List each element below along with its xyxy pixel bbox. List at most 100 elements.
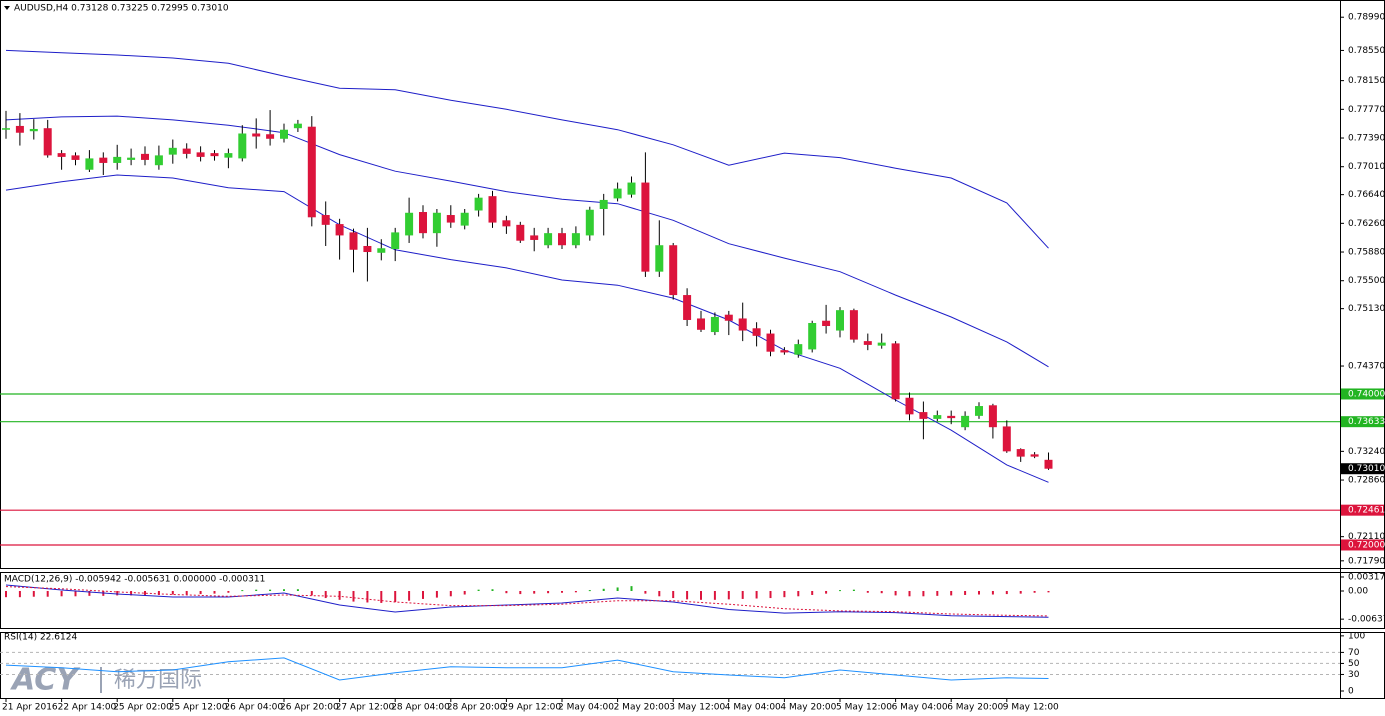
candle-body xyxy=(849,310,858,340)
x-tick-label: 27 Apr 12:00 xyxy=(336,703,395,713)
macd-histogram-bar xyxy=(658,590,661,597)
macd-histogram-bar xyxy=(922,590,925,597)
candle-body xyxy=(502,220,511,227)
bollinger-band xyxy=(5,115,1049,368)
x-tick-label: 2 May 20:00 xyxy=(614,703,670,713)
rsi-line xyxy=(5,657,1049,681)
macd-histogram-bar xyxy=(574,590,577,593)
candle-body xyxy=(822,320,831,327)
macd-histogram-bar xyxy=(338,590,341,600)
candle-body xyxy=(71,155,80,160)
candle-body xyxy=(43,128,52,156)
macd-histogram-bar xyxy=(157,590,160,595)
y-tick-label: 0.72110 xyxy=(1348,532,1385,542)
y-tick-label: 0.77770 xyxy=(1348,105,1385,115)
macd-histogram-bar xyxy=(18,590,21,598)
candle-body xyxy=(766,333,775,352)
y-tick-label: 0.78550 xyxy=(1348,46,1385,56)
macd-histogram-bar xyxy=(894,590,897,596)
macd-histogram-bar xyxy=(1005,590,1008,595)
candle-body xyxy=(293,123,302,129)
watermark-divider xyxy=(100,667,102,693)
macd-histogram-bar xyxy=(908,590,911,597)
macd-histogram-bar xyxy=(296,589,299,591)
macd-histogram-bar xyxy=(588,590,591,592)
macd-histogram-bar xyxy=(672,590,675,599)
candle-body xyxy=(2,128,10,130)
macd-histogram-bar xyxy=(769,590,772,599)
macd-histogram-bar xyxy=(380,590,383,603)
candle-body xyxy=(836,310,844,331)
macd-histogram-bar xyxy=(130,590,133,596)
x-tick-label: 26 Apr 04:00 xyxy=(224,703,283,713)
y-tick-label: 100 xyxy=(1348,631,1365,641)
macd-histogram-bar xyxy=(505,590,508,594)
candle-body xyxy=(127,157,136,160)
macd-histogram-bar xyxy=(5,590,7,598)
x-tick-label: 5 May 12:00 xyxy=(836,703,892,713)
y-tick-label: -0.006376 xyxy=(1348,615,1385,625)
y-tick-label: 0.78990 xyxy=(1348,13,1385,23)
y-tick-label: 0.76260 xyxy=(1348,219,1385,229)
candle-body xyxy=(1002,426,1011,452)
macd-histogram-bar xyxy=(310,590,313,596)
watermark-brand: ACY xyxy=(10,663,81,698)
y-tick-label: 0.73240 xyxy=(1348,447,1385,457)
y-tick-label: 0.71790 xyxy=(1348,556,1385,566)
candle-body xyxy=(710,316,719,333)
macd-histogram-bar xyxy=(978,590,980,595)
price-level-box xyxy=(1341,504,1384,516)
macd-histogram-bar xyxy=(547,590,550,594)
macd-histogram-bar xyxy=(866,590,869,593)
macd-histogram-bar xyxy=(255,589,258,591)
macd-histogram-bar xyxy=(783,590,786,598)
candle-body xyxy=(252,133,261,137)
candle-body xyxy=(571,233,580,246)
candle-body xyxy=(391,232,400,250)
price-level-label: 0.72461 xyxy=(1348,506,1385,516)
candle-body xyxy=(99,157,108,163)
candle-body xyxy=(863,341,872,345)
price-level-box xyxy=(1341,416,1384,428)
macd-histogram-bar xyxy=(352,590,355,602)
macd-histogram-bar xyxy=(602,588,605,591)
price-level-label: 0.72000 xyxy=(1348,540,1385,550)
menu-arrow[interactable] xyxy=(4,6,10,10)
candle-body xyxy=(196,152,205,157)
candle-body xyxy=(683,295,692,320)
candle-body xyxy=(780,350,789,353)
candle-body xyxy=(363,245,372,253)
macd-histogram-bar xyxy=(616,587,619,591)
candle-body xyxy=(168,147,177,155)
macd-histogram-bar xyxy=(46,590,49,597)
macd-histogram-bar xyxy=(32,590,35,597)
macd-histogram-bar xyxy=(463,590,466,595)
candle-body xyxy=(432,212,441,234)
candle-body xyxy=(599,199,608,209)
y-tick-label: 0.75130 xyxy=(1348,304,1385,314)
macd-histogram-bar xyxy=(449,590,452,597)
candle-body xyxy=(349,232,358,250)
macd-histogram-bar xyxy=(1033,590,1036,593)
macd-histogram-bar xyxy=(713,590,716,600)
candle-body xyxy=(474,197,483,211)
candle-body xyxy=(85,158,94,170)
x-tick-label: 3 May 12:00 xyxy=(669,703,725,713)
macd-histogram-bar xyxy=(74,590,77,597)
macd-histogram-bar xyxy=(686,590,689,600)
candle-body xyxy=(988,405,997,428)
price-level-label: 0.74000 xyxy=(1348,389,1385,399)
candle-body xyxy=(419,212,427,234)
x-tick-label: 9 May 12:00 xyxy=(1003,703,1059,713)
candle-body xyxy=(919,412,928,419)
y-tick-label: 0.74370 xyxy=(1348,362,1385,372)
candle-body xyxy=(57,153,66,157)
candle-body xyxy=(752,328,761,336)
macd-histogram-bar xyxy=(1019,590,1022,594)
macd-histogram-bar xyxy=(185,590,188,595)
last-price-label: 0.73010 xyxy=(1348,464,1385,474)
macd-histogram-bar xyxy=(950,590,953,596)
macd-histogram-bar xyxy=(755,590,758,599)
candle-body xyxy=(266,134,275,139)
